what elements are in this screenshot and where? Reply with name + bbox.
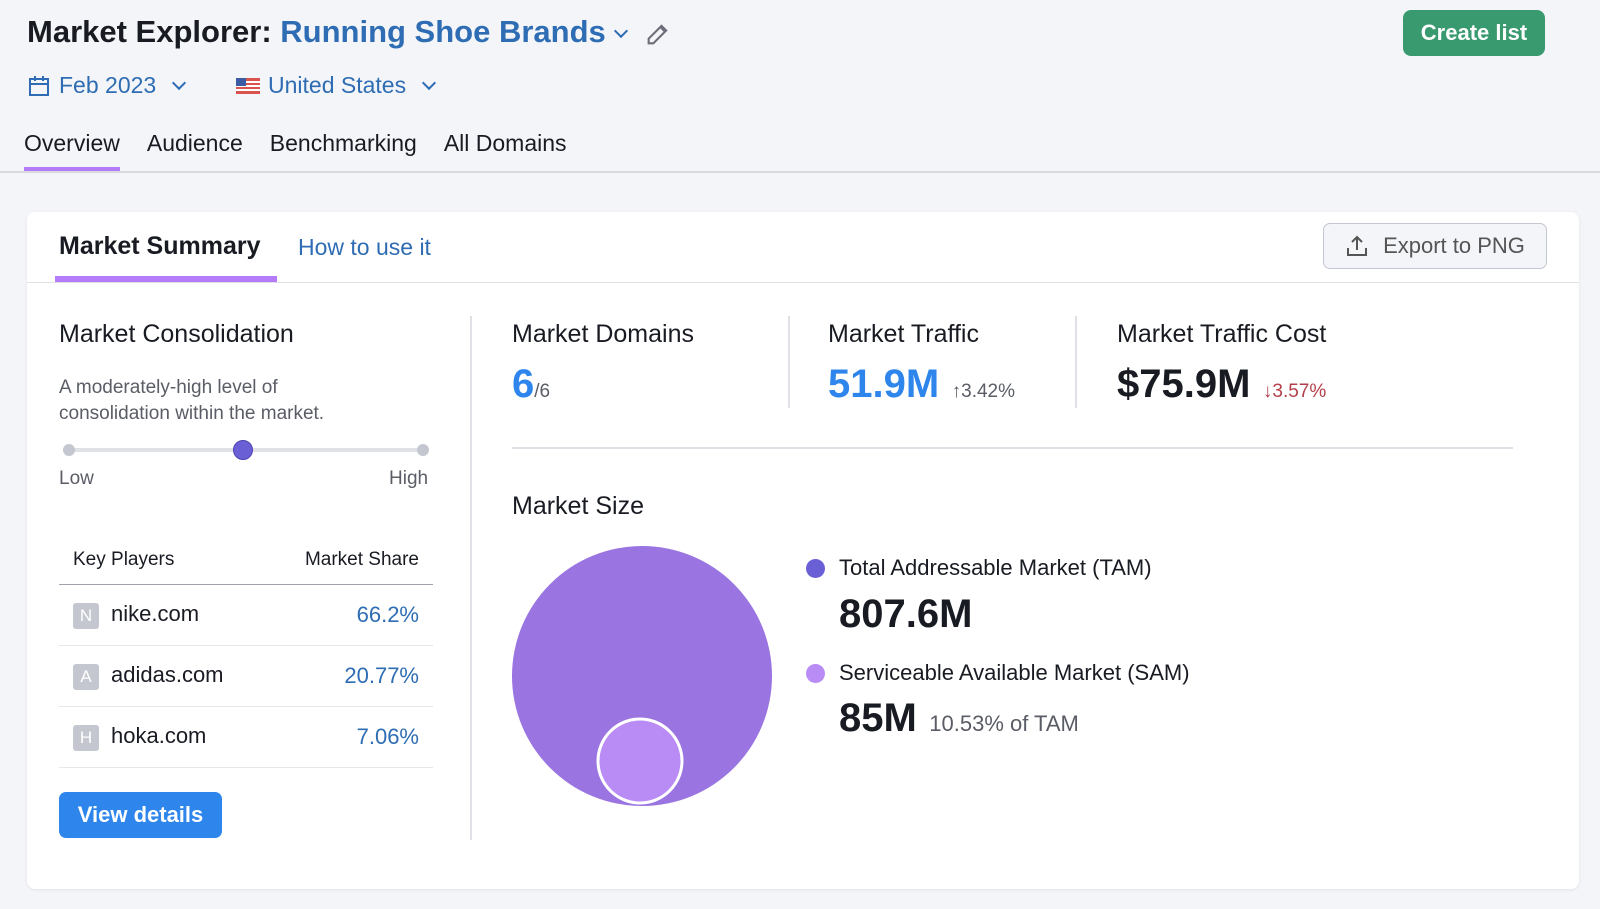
page-title: Market Explorer: Running Shoe Brands <box>27 14 672 50</box>
col-key-players: Key Players <box>73 548 175 570</box>
tab-all-domains[interactable]: All Domains <box>443 130 567 156</box>
upload-icon <box>1347 235 1368 256</box>
sam-legend: Serviceable Available Market (SAM) <box>806 660 1190 686</box>
export-png-button[interactable]: Export to PNG <box>1323 223 1547 269</box>
market-size-bubble-chart <box>512 546 772 806</box>
market-domains-label: Market Domains <box>512 320 694 348</box>
consolidation-title: Market Consolidation <box>59 320 294 348</box>
market-traffic-cost-label: Market Traffic Cost <box>1117 320 1327 348</box>
divider <box>788 316 790 408</box>
tab-market-summary[interactable]: Market Summary <box>59 232 261 260</box>
market-selector[interactable]: Running Shoe Brands <box>280 14 632 49</box>
market-traffic-label: Market Traffic <box>828 320 979 348</box>
create-list-button[interactable]: Create list <box>1403 10 1545 56</box>
divider <box>1075 316 1077 408</box>
sam-circle <box>596 717 684 805</box>
tab-bar: Overview Audience Benchmarking All Domai… <box>24 130 567 173</box>
domain-name[interactable]: hoka.com <box>111 723 207 748</box>
divider <box>0 171 1600 173</box>
market-traffic-cost-value: $75.9M ↓3.57% <box>1117 362 1327 406</box>
market-share: 7.06% <box>356 724 419 749</box>
high-label: High <box>389 468 429 489</box>
sam-value: 85M 10.53% of TAM <box>839 696 1079 740</box>
favicon-placeholder: A <box>73 664 99 690</box>
chevron-down-icon <box>172 75 187 90</box>
divider <box>470 316 472 840</box>
market-traffic-value: 51.9M ↑3.42% <box>828 362 1015 406</box>
divider <box>27 282 1579 283</box>
country-selector[interactable]: United States <box>236 72 440 99</box>
market-share: 66.2% <box>356 602 419 627</box>
chevron-down-icon <box>613 23 628 38</box>
tam-dot-icon <box>806 558 825 578</box>
view-details-button[interactable]: View details <box>59 792 222 838</box>
tab-overview[interactable]: Overview <box>24 130 120 173</box>
export-label: Export to PNG <box>1383 233 1525 258</box>
market-share: 20.77% <box>344 663 419 688</box>
sam-dot-icon <box>806 663 825 683</box>
tam-value: 807.6M <box>839 592 973 636</box>
chevron-down-icon <box>422 75 437 90</box>
slider-knob <box>232 440 253 460</box>
active-tab-indicator <box>55 276 277 282</box>
market-size-title: Market Size <box>512 492 644 520</box>
tab-audience[interactable]: Audience <box>146 130 243 156</box>
market-summary-card: Market Summary How to use it Export to P… <box>27 212 1579 889</box>
col-market-share: Market Share <box>304 548 419 570</box>
country-label: United States <box>268 72 407 98</box>
consolidation-description: A moderately-high level of consolidation… <box>59 377 325 424</box>
low-label: Low <box>59 468 94 489</box>
us-flag-icon <box>236 77 260 94</box>
tab-benchmarking[interactable]: Benchmarking <box>269 130 417 156</box>
calendar-icon <box>29 75 49 96</box>
favicon-placeholder: N <box>73 603 99 629</box>
domain-name[interactable]: adidas.com <box>111 662 224 687</box>
divider <box>512 447 1513 449</box>
date-selector[interactable]: Feb 2023 <box>27 72 190 99</box>
market-domains-value: 6/6 <box>512 362 551 406</box>
pencil-icon[interactable] <box>644 20 672 48</box>
consolidation-slider <box>63 440 429 460</box>
tam-legend: Total Addressable Market (TAM) <box>806 555 1152 581</box>
favicon-placeholder: H <box>73 725 99 751</box>
title-prefix: Market Explorer: <box>27 14 272 49</box>
how-to-use-link[interactable]: How to use it <box>298 234 431 260</box>
table-header: Key Players Market Share <box>59 535 433 585</box>
domain-name[interactable]: nike.com <box>111 601 200 626</box>
date-label: Feb 2023 <box>59 72 157 98</box>
tam-circle <box>512 546 772 806</box>
